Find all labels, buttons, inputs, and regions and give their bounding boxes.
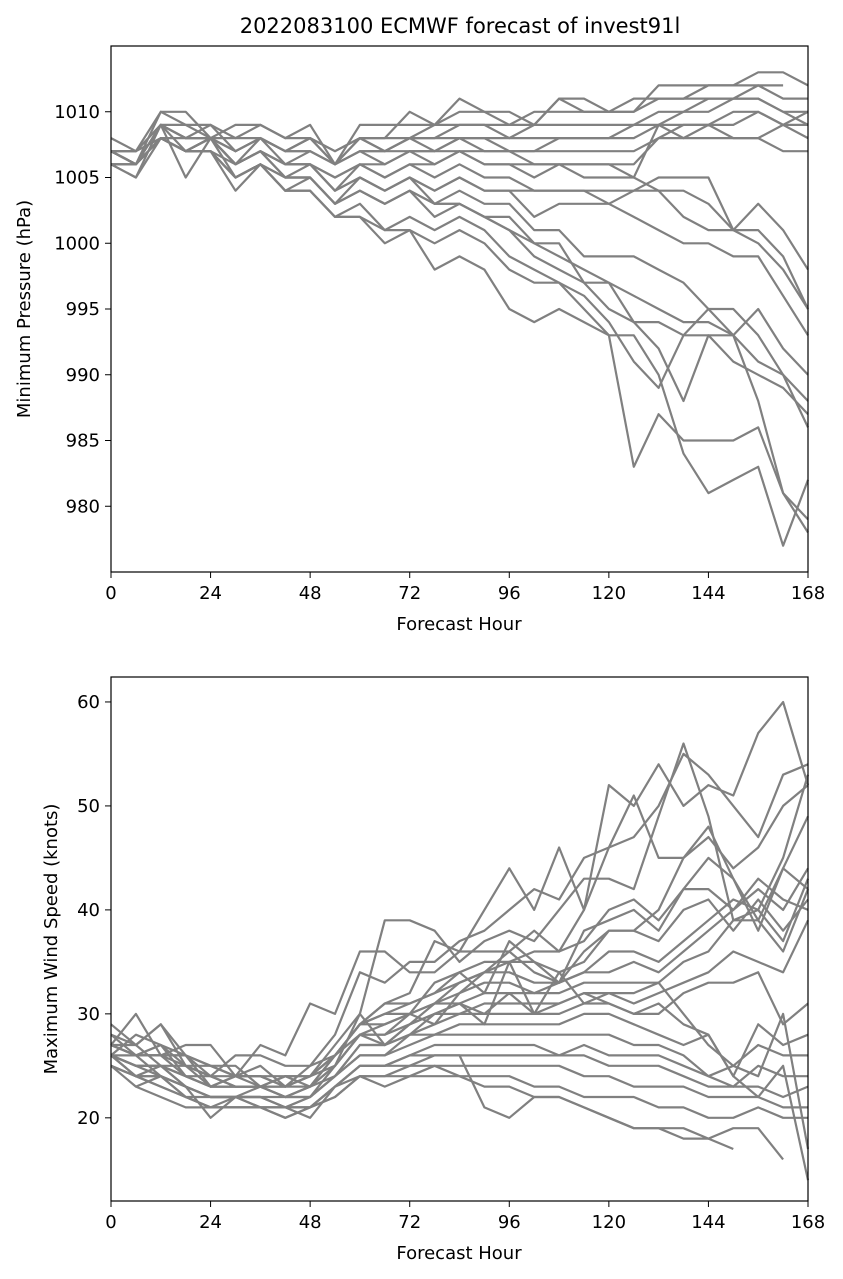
pressure-chart: 2022083100 ECMWF forecast of invest91l 0… xyxy=(14,14,825,635)
chart-title: 2022083100 ECMWF forecast of invest91l xyxy=(240,14,681,38)
wind-x-tick-label: 96 xyxy=(498,1212,521,1233)
wind-plot-frame xyxy=(110,676,809,1202)
wind-x-ticks: 0 24 48 72 96 120 144 168 xyxy=(105,1201,825,1233)
pressure-y-tick-label: 995 xyxy=(66,299,100,320)
pressure-y-tick-label: 985 xyxy=(66,431,100,452)
wind-series-line xyxy=(110,784,809,1088)
pressure-series-line xyxy=(111,110,809,166)
wind-x-tick-label: 144 xyxy=(691,1212,725,1233)
pressure-y-tick-label: 1000 xyxy=(54,233,100,254)
pressure-x-tick-label: 120 xyxy=(592,583,626,604)
wind-series-line xyxy=(110,752,809,1078)
wind-y-tick-label: 60 xyxy=(77,692,100,713)
pressure-series-line xyxy=(110,137,809,521)
pressure-y-tick-label: 1005 xyxy=(54,168,100,189)
pressure-y-tick-label: 990 xyxy=(66,365,100,386)
pressure-x-tick-label: 0 xyxy=(105,583,116,604)
pressure-series-line xyxy=(110,137,809,534)
wind-y-tick-label: 30 xyxy=(77,1004,100,1025)
pressure-y-axis-label: Minimum Pressure (hPa) xyxy=(14,200,35,418)
pressure-y-ticks: 980 985 990 995 1000 1005 1010 xyxy=(54,102,111,517)
pressure-series-line xyxy=(111,71,809,166)
pressure-series-line xyxy=(110,137,809,376)
wind-x-tick-label: 72 xyxy=(398,1212,421,1233)
pressure-series-line xyxy=(110,137,809,336)
wind-x-tick-label: 24 xyxy=(199,1212,222,1233)
pressure-x-tick-label: 144 xyxy=(691,583,725,604)
wind-x-tick-label: 48 xyxy=(299,1212,322,1233)
wind-y-tick-label: 50 xyxy=(77,796,100,817)
wind-x-tick-label: 0 xyxy=(105,1212,116,1233)
wind-y-tick-label: 20 xyxy=(77,1108,100,1129)
wind-y-axis-label: Maximum Wind Speed (knots) xyxy=(41,804,62,1075)
wind-x-axis-label: Forecast Hour xyxy=(396,1243,522,1264)
pressure-x-tick-label: 72 xyxy=(398,583,421,604)
wind-chart: 0 24 48 72 96 120 144 168 20 30 40 50 60 Forecast H… xyxy=(41,676,825,1264)
pressure-y-tick-label: 980 xyxy=(66,496,100,517)
pressure-x-axis-label: Forecast Hour xyxy=(396,614,522,635)
pressure-series-line xyxy=(110,137,809,428)
pressure-lines xyxy=(110,71,810,547)
wind-series-line xyxy=(110,1043,808,1109)
pressure-x-tick-label: 168 xyxy=(791,583,825,604)
wind-y-tick-label: 40 xyxy=(77,900,100,921)
pressure-x-tick-label: 96 xyxy=(498,583,521,604)
pressure-y-tick-label: 1010 xyxy=(54,102,100,123)
pressure-x-tick-label: 48 xyxy=(299,583,322,604)
wind-x-tick-label: 120 xyxy=(592,1212,626,1233)
wind-lines xyxy=(110,700,810,1181)
wind-series-line xyxy=(110,960,810,1150)
wind-y-ticks: 20 30 40 50 60 xyxy=(77,692,111,1129)
wind-series-line xyxy=(111,1054,784,1161)
wind-series-line xyxy=(110,815,809,1088)
pressure-x-ticks: 0 24 48 72 96 120 144 168 xyxy=(105,572,825,604)
wind-x-tick-label: 168 xyxy=(791,1212,825,1233)
pressure-x-tick-label: 24 xyxy=(199,583,222,604)
